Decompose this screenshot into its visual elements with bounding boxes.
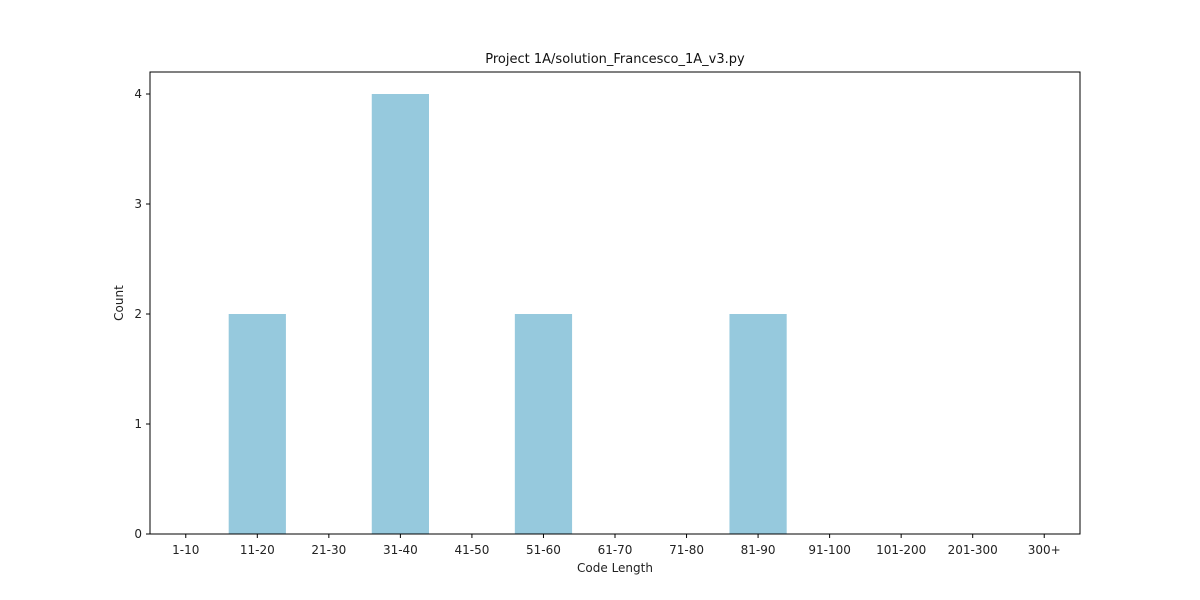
- x-tick-label: 91-100: [808, 543, 851, 557]
- bar-81-90: [729, 314, 787, 534]
- x-axis-ticks: 1-10 11-20 21-30 31-40 41-50 51-60 61-70 71-80 8…: [172, 534, 1061, 557]
- y-tick-label: 4: [134, 87, 142, 101]
- x-tick-label: 300+: [1028, 543, 1061, 557]
- x-tick-label: 71-80: [669, 543, 704, 557]
- x-tick-label: 51-60: [526, 543, 561, 557]
- x-axis-label: Code Length: [577, 561, 653, 575]
- y-axis-ticks: 0 1 2 3 4: [134, 87, 150, 541]
- x-tick-label: 81-90: [741, 543, 776, 557]
- x-tick-label: 11-20: [240, 543, 275, 557]
- chart-title: Project 1A/solution_Francesco_1A_v3.py: [485, 52, 745, 67]
- x-tick-label: 61-70: [598, 543, 633, 557]
- y-tick-label: 0: [134, 527, 142, 541]
- y-tick-label: 1: [134, 417, 142, 431]
- bars-group: [228, 94, 787, 534]
- x-tick-label: 101-200: [876, 543, 926, 557]
- x-tick-label: 201-300: [948, 543, 998, 557]
- bar-51-60: [514, 314, 573, 534]
- y-tick-label: 2: [134, 307, 142, 321]
- y-axis-label: Count: [112, 285, 126, 321]
- plot-frame: [149, 71, 1081, 535]
- y-tick-label: 3: [134, 197, 142, 211]
- bar-11-20: [228, 314, 286, 534]
- x-tick-label: 1-10: [172, 543, 199, 557]
- x-tick-label: 31-40: [383, 543, 418, 557]
- bar-31-40: [371, 94, 429, 534]
- x-tick-label: 41-50: [454, 543, 489, 557]
- x-tick-label: 21-30: [311, 543, 346, 557]
